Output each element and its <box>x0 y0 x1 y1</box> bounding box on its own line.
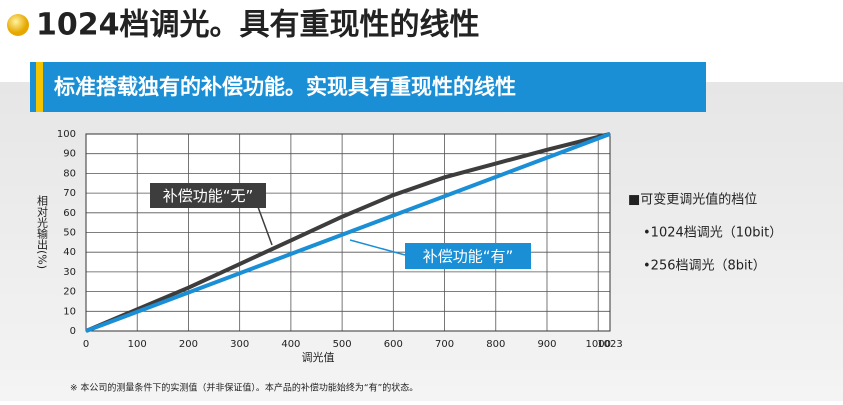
y-tick-label: 40 <box>63 247 76 258</box>
y-tick-label: 30 <box>63 267 76 278</box>
series-label: 补偿功能“有” <box>423 248 514 266</box>
y-tick-label: 50 <box>63 228 76 239</box>
pointer <box>349 239 406 256</box>
plot-border <box>85 133 611 332</box>
series-label-box <box>405 243 531 269</box>
x-tick-label: 400 <box>281 339 300 350</box>
x-tick-label: 1000 <box>585 339 610 350</box>
x-tick-label: 500 <box>333 339 352 350</box>
y-tick-label: 20 <box>63 287 76 298</box>
x-tick-label: 300 <box>230 339 249 350</box>
x-tick-label: 1023 <box>597 339 622 350</box>
y-tick-label: 100 <box>57 129 76 140</box>
banner-stripe <box>36 62 43 112</box>
y-tick-label: 90 <box>63 149 76 160</box>
x-axis-label: 调光值 <box>302 350 335 364</box>
series-label: 补偿功能“无” <box>163 187 254 205</box>
y-tick-label: 0 <box>70 326 76 337</box>
series-label-box <box>150 183 266 208</box>
x-tick-label: 600 <box>384 339 403 350</box>
x-tick-label: 0 <box>83 339 89 350</box>
x-tick-label: 700 <box>435 339 454 350</box>
x-tick-label: 100 <box>128 339 147 350</box>
notes-item: •256档调光（8bit） <box>643 259 766 274</box>
pointer <box>257 206 273 246</box>
notes-heading: ■可变更调光值的档位 <box>628 192 757 208</box>
y-tick-label: 70 <box>63 188 76 199</box>
y-axis-label: 相对光输出(%) <box>36 195 49 269</box>
notes-item: •1024档调光（10bit） <box>643 226 782 241</box>
x-tick-label: 200 <box>179 339 198 350</box>
bullet <box>7 14 29 36</box>
x-tick-label: 900 <box>537 339 556 350</box>
page-title: 1024档调光。具有重现性的线性 <box>36 8 480 43</box>
series-line <box>85 132 611 333</box>
banner <box>30 62 706 112</box>
footnote: ※ 本公司的测量条件下的实测值（并非保证值）。本产品的补偿功能始终为“有”的状态… <box>70 382 418 394</box>
x-tick-label: 800 <box>486 339 505 350</box>
series-line <box>85 132 611 333</box>
y-tick-label: 10 <box>63 306 76 317</box>
banner-text: 标准搭载独有的补偿功能。实现具有重现性的线性 <box>54 75 516 99</box>
y-tick-label: 60 <box>63 208 76 219</box>
y-tick-label: 80 <box>63 168 76 179</box>
